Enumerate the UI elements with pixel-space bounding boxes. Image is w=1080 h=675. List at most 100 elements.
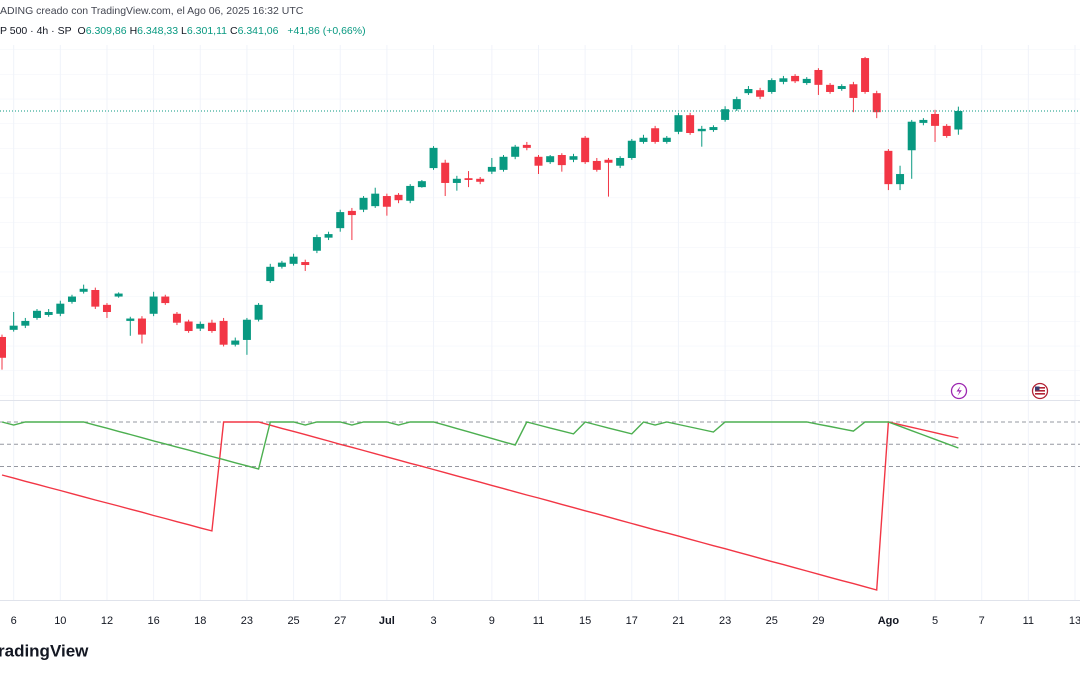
x-tick-label: 27 xyxy=(334,615,346,627)
ohlc-value: 6.341,06 xyxy=(237,25,279,37)
candle-body xyxy=(464,178,473,180)
candle-body xyxy=(896,174,905,185)
x-tick-label: Ago xyxy=(878,615,900,627)
x-tick-label: 7 xyxy=(979,615,985,627)
candle-body xyxy=(417,181,426,188)
legend-row: P 500 · 4h · SP O6.309,86 H6.348,33 L6.301… xyxy=(0,25,369,37)
indicator-line xyxy=(1,421,959,470)
candle-body xyxy=(861,58,870,92)
candle-body xyxy=(954,110,963,130)
candle-body xyxy=(67,296,76,302)
candle-body xyxy=(931,113,940,126)
candle-body xyxy=(406,185,415,201)
candle-body xyxy=(371,193,380,207)
candle-body xyxy=(697,128,706,132)
candle-body xyxy=(126,318,135,321)
price-grid xyxy=(0,45,1080,400)
candle-body xyxy=(487,166,496,172)
candle-body xyxy=(56,303,65,314)
candle-body xyxy=(301,262,310,266)
economic-event-icon[interactable] xyxy=(1031,382,1049,400)
ohlc-value: 6.301,11 xyxy=(186,25,227,37)
candle-body xyxy=(382,196,391,207)
candle-body xyxy=(919,119,928,123)
candle-body xyxy=(686,115,695,134)
x-tick-label: 25 xyxy=(766,615,778,627)
candle-body xyxy=(732,99,741,110)
candle-body xyxy=(359,197,368,210)
candle-body xyxy=(231,340,240,345)
ohlc-key: O xyxy=(77,25,86,37)
x-tick-label: 9 xyxy=(489,615,495,627)
x-tick-label: 11 xyxy=(1023,615,1034,627)
candle-body xyxy=(277,262,286,267)
candle-body xyxy=(21,320,30,326)
candle-body xyxy=(721,109,730,120)
candle-body xyxy=(172,313,181,323)
candle-body xyxy=(394,194,403,201)
candle-body xyxy=(102,304,111,312)
candle-body xyxy=(184,321,193,332)
candle-body xyxy=(0,336,6,358)
candle-body xyxy=(324,234,333,238)
candle-body xyxy=(884,150,893,185)
candle-body xyxy=(441,162,450,183)
candle-body xyxy=(767,80,776,92)
x-tick-label: 3 xyxy=(430,615,436,627)
x-tick-label: 16 xyxy=(147,615,159,627)
candle-body xyxy=(744,89,753,94)
candle-body xyxy=(569,156,578,160)
candle-body xyxy=(662,137,671,142)
candle-body xyxy=(557,155,566,166)
x-tick-label: 5 xyxy=(932,615,938,627)
x-tick-label: 23 xyxy=(241,615,253,627)
candle-body xyxy=(674,115,683,132)
candle-body xyxy=(242,319,251,340)
x-tick-label: 10 xyxy=(54,615,66,627)
x-tick-label: 25 xyxy=(287,615,299,627)
candle-body xyxy=(639,137,648,142)
candle-body xyxy=(44,311,53,315)
candle-body xyxy=(756,90,765,97)
candle-body xyxy=(196,323,205,329)
candle-body xyxy=(814,69,823,85)
candle-body xyxy=(709,127,718,131)
candle-body xyxy=(826,84,835,92)
x-tick-label: 29 xyxy=(812,615,824,627)
x-tick-label: 13 xyxy=(1069,615,1080,627)
candle-body xyxy=(219,320,228,345)
x-tick-label: 6 xyxy=(11,615,17,627)
candle-body xyxy=(651,128,660,142)
candle-body xyxy=(592,160,601,170)
x-tick-label: 15 xyxy=(579,615,591,627)
candle-body xyxy=(942,125,951,136)
candle-body xyxy=(137,318,146,335)
x-tick-label: Jul xyxy=(379,615,395,627)
candle-body xyxy=(347,210,356,216)
logo: radingView xyxy=(0,641,89,660)
candle-body xyxy=(91,289,100,307)
candle-body xyxy=(207,322,216,332)
candle-body xyxy=(616,157,625,166)
ohlc-key: H xyxy=(129,25,138,37)
candle-body xyxy=(907,121,916,151)
candle-body xyxy=(779,78,788,82)
ohlc-value: 6.309,86 xyxy=(85,25,127,37)
candle-body xyxy=(837,86,846,90)
x-tick-label: 11 xyxy=(533,615,544,627)
candle-body xyxy=(161,296,170,304)
candle-body xyxy=(849,84,858,98)
candle-body xyxy=(627,140,636,158)
candle-body xyxy=(604,159,613,163)
change: +41,86 (+0,66%) xyxy=(287,25,366,37)
candle-body xyxy=(79,288,88,292)
events-icon[interactable] xyxy=(950,382,968,400)
candle-body xyxy=(312,237,321,251)
candle-body xyxy=(476,178,485,182)
ohlc-key: C xyxy=(229,25,238,37)
x-tick-label: 12 xyxy=(101,615,113,627)
x-tick-label: 23 xyxy=(719,615,731,627)
x-tick-label: 17 xyxy=(626,615,638,627)
